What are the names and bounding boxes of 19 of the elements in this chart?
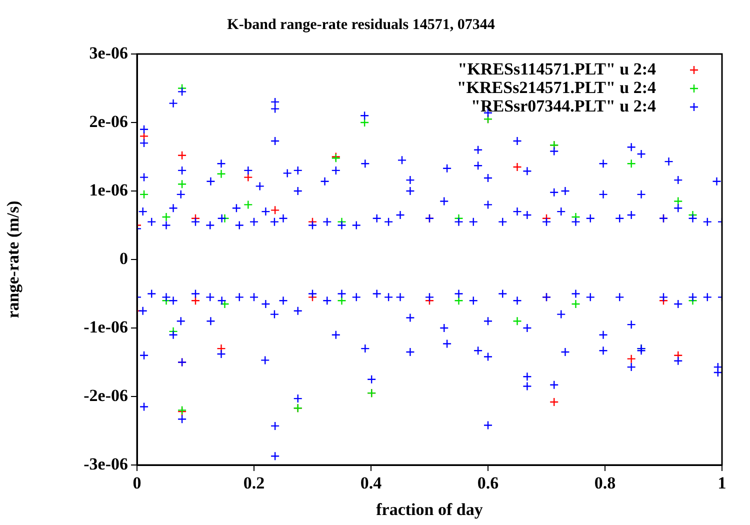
y-tick-label: 1e-06 [89, 180, 128, 200]
y-tick-label: 2e-06 [89, 112, 128, 131]
x-tick-label: 0.6 [477, 474, 499, 493]
chart-title: K-band range-rate residuals 14571, 07344 [227, 16, 496, 33]
x-tick-label: 0.4 [360, 474, 382, 493]
legend-label: "RESsr07344.PLT" u 2:4 [471, 96, 656, 116]
x-tick-label: 0.8 [594, 474, 616, 493]
legend-label: "KRESs214571.PLT" u 2:4 [456, 78, 656, 97]
y-tick-label: -2e-06 [84, 386, 128, 405]
y-tick-label: 0 [120, 248, 128, 268]
legend-label: "KRESs114571.PLT" u 2:4 [458, 59, 656, 78]
y-axis-title: range-rate (m/s) [4, 200, 23, 318]
y-tick-label: -3e-06 [84, 454, 128, 474]
x-tick-label: 1 [718, 474, 726, 493]
x-axis-title: fraction of day [376, 500, 484, 520]
y-tick-label: -1e-06 [84, 317, 128, 336]
x-tick-label: 0 [132, 474, 142, 493]
y-tick-label: 3e-06 [89, 43, 128, 62]
x-tick-label: 0.2 [243, 474, 265, 493]
